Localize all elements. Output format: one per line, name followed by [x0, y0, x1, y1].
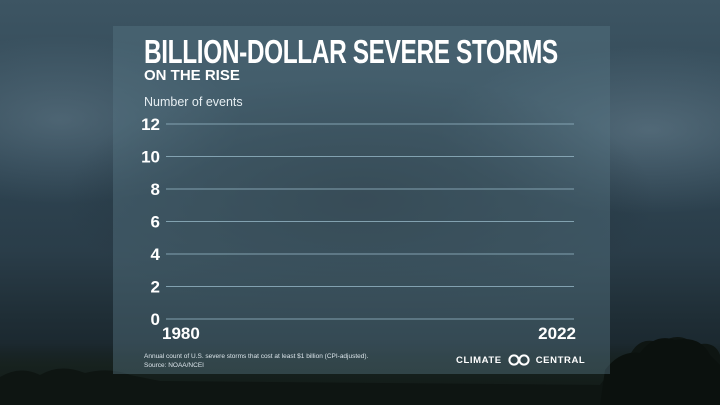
brand-name-left: CLIMATE [456, 354, 502, 366]
y-tick-label: 6 [151, 213, 160, 232]
chart-subtitle: ON THE RISE [144, 67, 240, 84]
chart-title: BILLION-DOLLAR SEVERE STORMS [144, 33, 558, 70]
brand-name-right: CENTRAL [535, 354, 586, 366]
x-tick-label: 1980 [162, 324, 200, 343]
y-tick-label: 12 [141, 115, 160, 134]
climate-central-logo: CLIMATE CENTRAL [456, 353, 585, 367]
chart-caption: Annual count of U.S. severe storms that … [144, 352, 368, 370]
y-tick-label: 10 [141, 148, 160, 167]
y-tick-label: 2 [151, 278, 160, 297]
tree-silhouette [0, 336, 720, 405]
caption-description: Annual count of U.S. severe storms that … [144, 353, 369, 360]
two-linked-circles-icon [508, 354, 530, 366]
y-tick-label: 4 [151, 245, 161, 264]
y-tick-label: 8 [151, 180, 160, 199]
y-tick-label: 0 [151, 310, 160, 329]
y-axis-label: Number of events [144, 95, 243, 109]
x-tick-label: 2022 [538, 324, 576, 343]
caption-source: Source: NOAA/NCEI [144, 362, 204, 369]
chart-panel [113, 26, 610, 374]
